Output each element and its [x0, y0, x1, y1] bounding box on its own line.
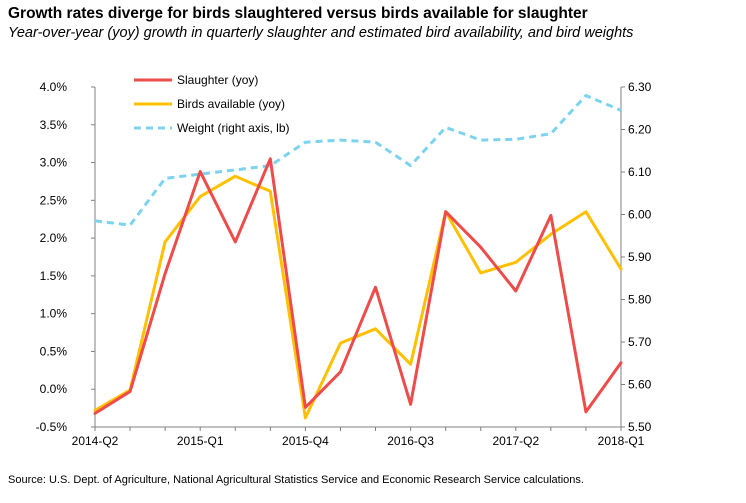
right-axis-tick-label: 6.10 [628, 165, 652, 179]
x-axis-tick-label: 2017-Q2 [492, 434, 539, 448]
left-axis-tick-label: 2.5% [40, 193, 68, 207]
left-axis-tick-label: 4.0% [40, 80, 68, 94]
weight-line [94, 94, 622, 227]
source-note: Source: U.S. Dept. of Agriculture, Natio… [8, 474, 584, 486]
left-axis-tick-label: 0.0% [40, 382, 68, 396]
x-axis-tick-label: 2015-Q1 [177, 434, 224, 448]
left-axis-tick-label: 0.5% [40, 344, 68, 358]
right-axis-tick-label: 6.20 [628, 123, 652, 137]
left-axis-tick-label: 3.0% [40, 156, 68, 170]
left-axis-tick-label: 1.5% [40, 269, 68, 283]
legend-label: Birds available (yoy) [177, 97, 285, 111]
legend-label: Slaughter (yoy) [177, 73, 258, 87]
left-axis-tick-label: 2.0% [40, 231, 68, 245]
right-axis-tick-label: 5.70 [628, 335, 652, 349]
right-axis-tick-label: 5.90 [628, 250, 652, 264]
birds-available-line [93, 174, 623, 420]
line-chart: -0.5% 0.0% 0.5% 1.0% 1.5% 2.0% 2.5% 3.0% 3.5% 4.0… [36, 73, 652, 448]
x-axis-tick-label: 2016-Q3 [387, 434, 434, 448]
right-axis-tick-label: 5.50 [628, 420, 652, 434]
right-axis-tick-label: 6.30 [628, 80, 652, 94]
chart-subtitle: Year-over-year (yoy) growth in quarterly… [8, 25, 634, 41]
right-axis-tick-label: 6.00 [628, 208, 652, 222]
left-axis-tick-label: 1.0% [40, 307, 68, 321]
left-axis-tick-label: 3.5% [40, 118, 68, 132]
x-axis-tick-label: 2015-Q4 [282, 434, 329, 448]
slaughter-line [93, 157, 623, 415]
right-axis-tick-label: 5.60 [628, 378, 652, 392]
x-axis-tick-label: 2018-Q1 [598, 434, 645, 448]
legend-label: Weight (right axis, lb) [177, 121, 289, 135]
x-axis-tick-label: 2014-Q2 [72, 434, 119, 448]
right-axis-tick-label: 5.80 [628, 293, 652, 307]
chart-title: Growth rates diverge for birds slaughter… [8, 5, 588, 22]
left-axis-tick-label: -0.5% [36, 420, 68, 434]
